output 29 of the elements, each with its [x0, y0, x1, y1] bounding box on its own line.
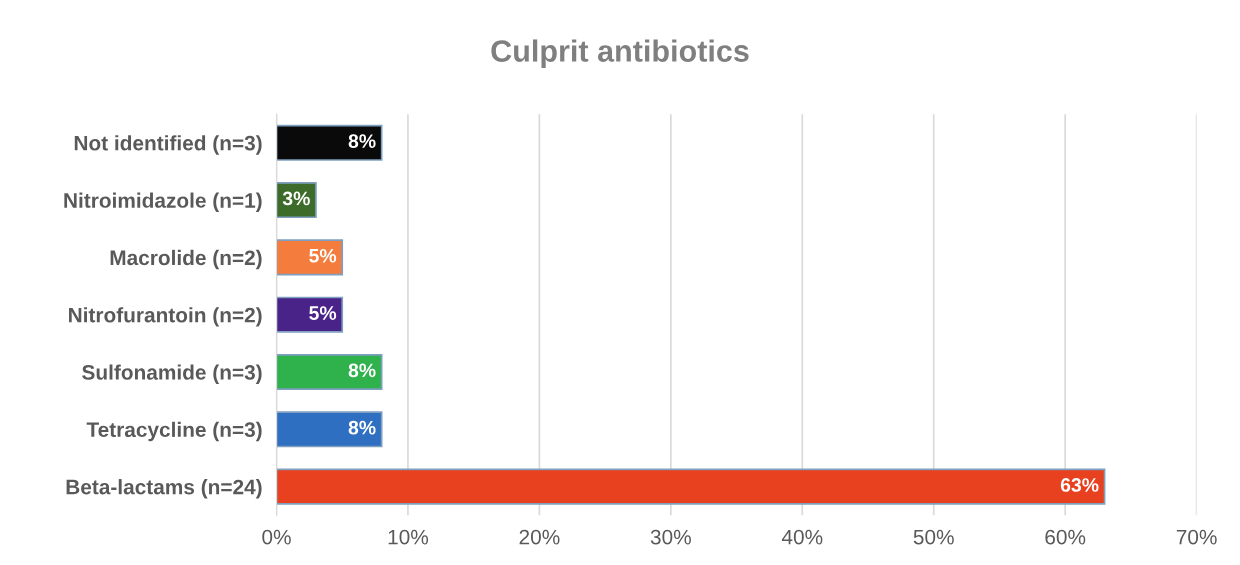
data-label: 63% [1060, 478, 1099, 492]
y-tick-label: Not identified (n=3) [74, 135, 262, 155]
x-tick-label: 0% [262, 529, 291, 545]
bar [276, 239, 344, 276]
bar [276, 296, 344, 333]
data-label: 8% [348, 134, 376, 148]
x-tick-label: 40% [781, 529, 823, 545]
x-tick-label: 30% [650, 529, 691, 545]
data-label: 5% [309, 248, 337, 263]
bar [276, 411, 383, 448]
x-tick-label: 60% [1045, 529, 1086, 545]
bar [276, 353, 383, 391]
y-tick-label: Nitrofurantoin (n=2) [69, 307, 262, 327]
x-tick-label: 70% [1176, 529, 1217, 545]
x-tick-label: 10% [388, 529, 429, 545]
data-label: 3% [282, 191, 310, 206]
data-label: 5% [309, 306, 337, 320]
y-tick-label: Sulfonamide (n=3) [82, 364, 262, 384]
x-tick-label: 50% [913, 529, 954, 545]
x-tick-label: 20% [519, 529, 560, 545]
y-tick-label: Tetracycline (n=3) [86, 421, 262, 442]
chart-title: Culprit antibiotics [491, 39, 749, 68]
bar [276, 468, 1106, 505]
y-tick-label: Beta-lactams (n=24) [66, 479, 262, 499]
y-tick-label: Macrolide (n=2) [110, 249, 262, 270]
data-label: 8% [348, 420, 376, 435]
data-label: 8% [348, 363, 376, 378]
bar [276, 124, 383, 161]
y-tick-label: Nitroimidazole (n=1) [64, 192, 262, 212]
